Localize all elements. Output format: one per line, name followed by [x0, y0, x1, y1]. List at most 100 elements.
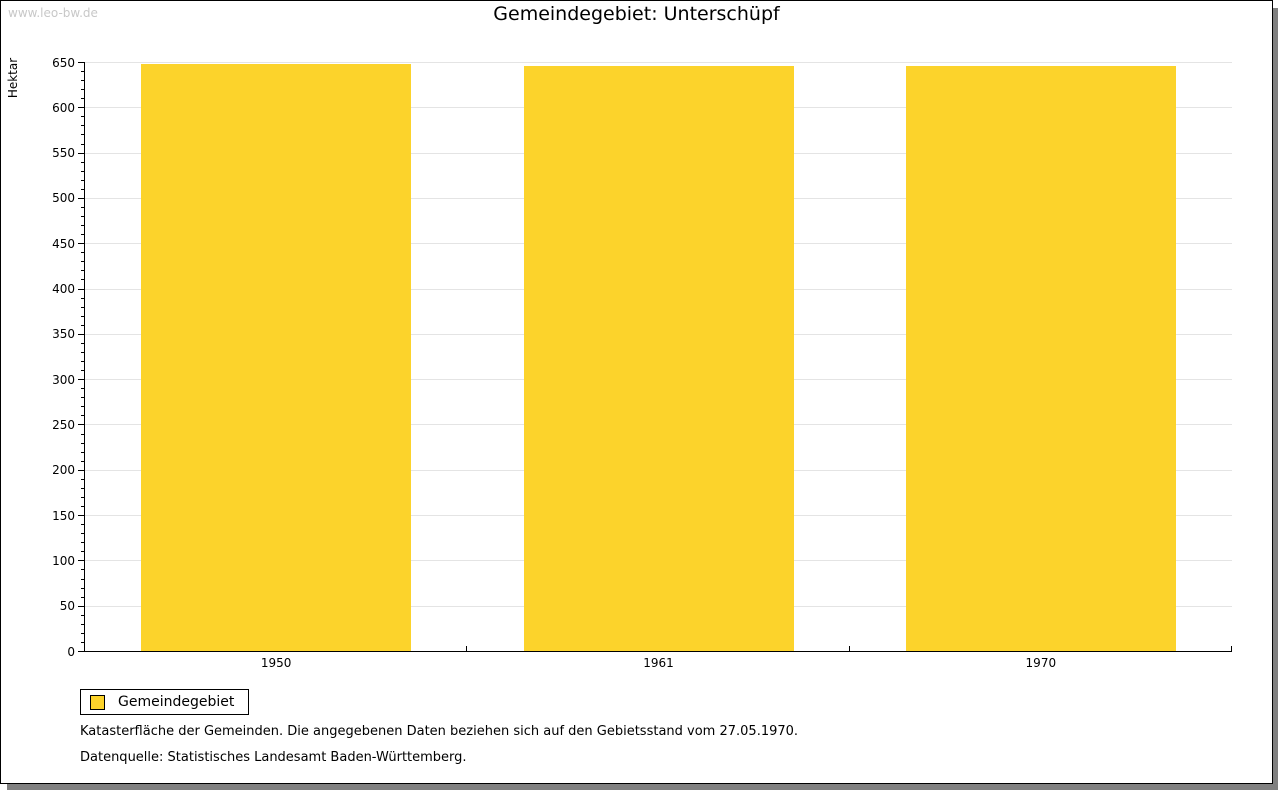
y-minor-tick: [81, 261, 85, 263]
y-minor-tick: [81, 587, 85, 589]
y-minor-tick: [81, 596, 85, 598]
y-minor-tick: [81, 342, 85, 344]
y-minor-tick: [81, 297, 85, 299]
y-tick-label: 550: [52, 146, 75, 161]
y-minor-tick: [81, 179, 85, 181]
y-minor-tick: [81, 415, 85, 417]
y-minor-tick: [81, 351, 85, 353]
y-minor-tick: [81, 89, 85, 91]
y-minor-tick: [81, 641, 85, 643]
y-minor-tick: [81, 578, 85, 580]
y-minor-tick: [81, 632, 85, 634]
plot-area: 0 50 100 150 200 250 300 350 400 450 500 550 600 650 1…: [52, 57, 1232, 670]
y-major-tick: [78, 333, 85, 335]
y-minor-tick: [81, 614, 85, 616]
y-tick-label: 50: [59, 599, 75, 614]
y-minor-tick: [81, 496, 85, 498]
y-minor-tick: [81, 225, 85, 227]
y-minor-tick: [81, 433, 85, 435]
y-tick-label: 200: [52, 463, 75, 478]
y-minor-tick: [81, 98, 85, 100]
y-minor-tick: [81, 478, 85, 480]
x-boundary-tick: [1231, 646, 1232, 651]
y-minor-tick: [81, 324, 85, 326]
y-minor-tick: [81, 442, 85, 444]
y-minor-tick: [81, 125, 85, 127]
footnote-data-source: Datenquelle: Statistisches Landesamt Bad…: [80, 750, 467, 765]
y-minor-tick: [81, 252, 85, 254]
footnote-source-description: Katasterfläche der Gemeinden. Die angege…: [80, 724, 799, 739]
y-tick-label: 250: [52, 417, 75, 432]
y-minor-tick: [81, 188, 85, 190]
chart-title: Gemeindegebiet: Unterschüpf: [493, 3, 780, 25]
x-boundary-tick: [466, 646, 468, 651]
y-minor-tick: [81, 533, 85, 535]
y-minor-tick: [81, 270, 85, 272]
bar-1970: [905, 65, 1176, 651]
legend: Gemeindegebiet: [80, 689, 250, 715]
y-major-tick: [78, 107, 85, 109]
y-major-tick: [78, 424, 85, 426]
x-tick-label: 1961: [643, 656, 674, 670]
y-minor-tick: [81, 542, 85, 544]
y-minor-tick: [81, 279, 85, 281]
y-major-tick: [78, 560, 85, 562]
y-minor-tick: [81, 134, 85, 136]
bar-1950: [141, 63, 412, 651]
y-tick-label: 650: [52, 55, 75, 70]
y-tick-label: 300: [52, 372, 75, 387]
watermark: www.leo-bw.de: [8, 6, 98, 20]
y-minor-tick: [81, 451, 85, 453]
x-tick-label: 1970: [1025, 656, 1057, 670]
y-axis-title: Hektar: [6, 57, 20, 99]
y-gridline: [85, 62, 1232, 63]
y-minor-tick: [81, 623, 85, 625]
y-tick-label: 150: [52, 508, 75, 523]
y-minor-tick: [81, 143, 85, 145]
y-minor-tick: [81, 524, 85, 526]
y-minor-tick: [81, 551, 85, 553]
legend-label: Gemeindegebiet: [118, 694, 235, 710]
y-minor-tick: [81, 170, 85, 172]
y-major-tick: [78, 62, 85, 63]
y-minor-tick: [81, 206, 85, 208]
y-minor-tick: [81, 216, 85, 218]
x-boundary-tick: [848, 646, 850, 651]
y-tick-label: 400: [52, 282, 75, 297]
y-major-tick: [78, 605, 85, 607]
y-tick-label: 500: [52, 191, 75, 206]
y-major-tick: [78, 152, 85, 154]
y-major-tick: [78, 469, 85, 471]
y-major-tick: [78, 379, 85, 381]
y-minor-tick: [81, 234, 85, 236]
y-major-tick: [78, 243, 85, 245]
y-tick-label: 100: [52, 553, 75, 568]
y-minor-tick: [81, 460, 85, 462]
y-tick-label: 600: [52, 100, 75, 115]
y-tick-label: 0: [67, 644, 75, 659]
y-minor-tick: [81, 487, 85, 489]
y-major-tick: [78, 197, 85, 199]
y-minor-tick: [81, 397, 85, 399]
y-minor-tick: [81, 116, 85, 118]
y-minor-tick: [81, 506, 85, 507]
y-major-tick: [78, 288, 85, 290]
y-major-tick: [78, 651, 85, 652]
x-tick-label: 1950: [260, 656, 292, 670]
bar-1961: [523, 65, 794, 651]
y-minor-tick: [81, 569, 85, 571]
y-tick-label: 450: [52, 236, 75, 251]
y-minor-tick: [81, 388, 85, 390]
y-minor-tick: [81, 161, 85, 163]
y-minor-tick: [81, 306, 85, 308]
y-minor-tick: [81, 361, 85, 363]
y-minor-tick: [81, 370, 85, 372]
y-tick-label: 350: [52, 327, 75, 342]
y-minor-tick: [81, 80, 85, 82]
y-minor-tick: [81, 71, 85, 73]
y-major-tick: [78, 515, 85, 517]
y-minor-tick: [81, 315, 85, 317]
legend-swatch: [90, 694, 105, 710]
y-minor-tick: [81, 406, 85, 408]
